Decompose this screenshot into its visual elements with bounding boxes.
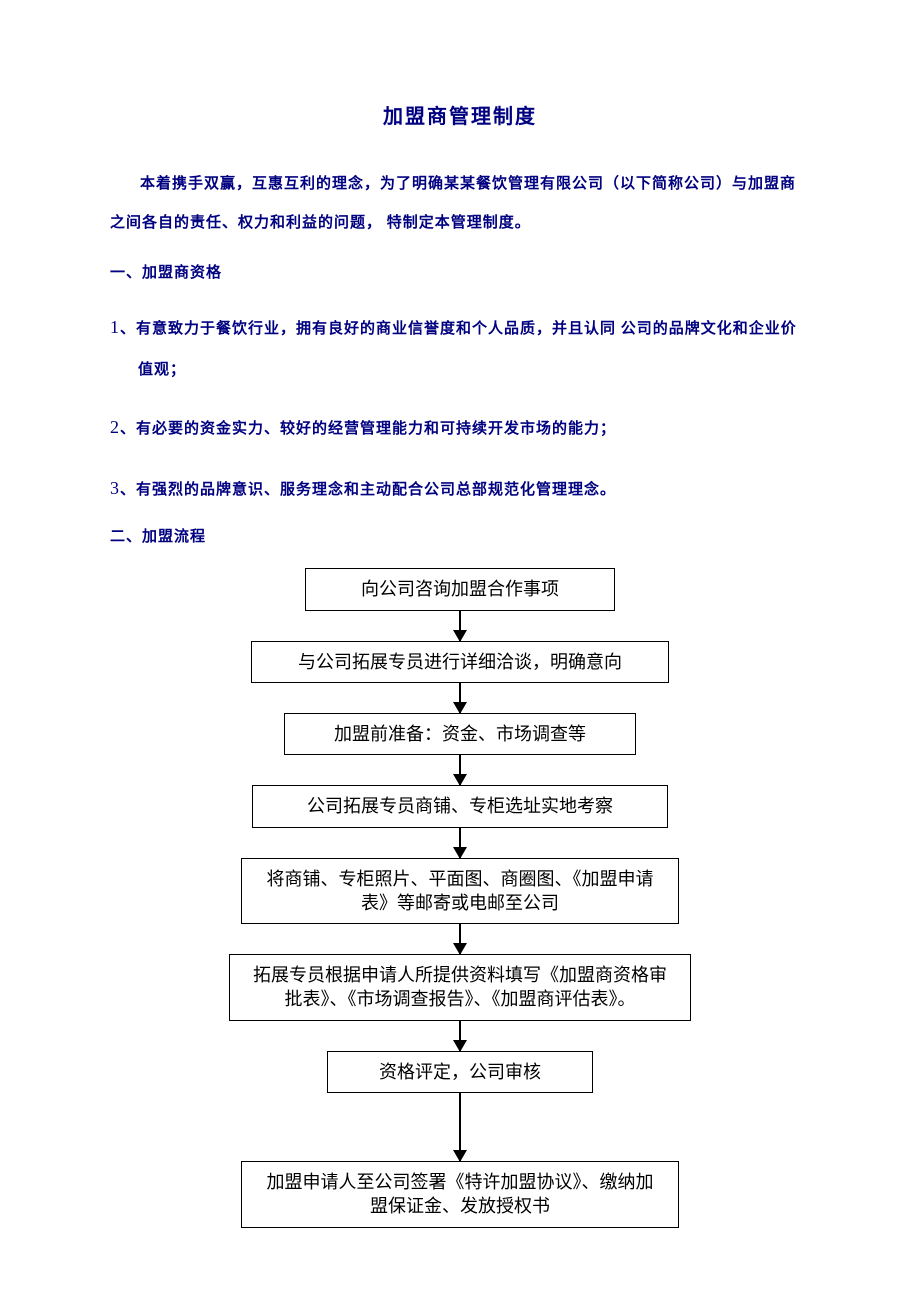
list-text-1: 、有意致力于餐饮行业，拥有良好的商业信誉度和个人品质，并且认同 公司的品牌文化和… <box>120 321 797 378</box>
list-num-1: 1 <box>110 317 120 337</box>
list-text-2: 、有必要的资金实力、较好的经营管理能力和可持续开发市场的能力； <box>120 421 616 437</box>
section-1-heading: 一、加盟商资格 <box>110 261 810 282</box>
flow-arrow-1-2 <box>459 611 461 641</box>
flow-node-8: 加盟申请人至公司签署《特许加盟协议》、缴纳加盟保证金、发放授权书 <box>241 1161 679 1228</box>
list-text-3: 、有强烈的品牌意识、服务理念和主动配合公司总部规范化管理理念。 <box>120 482 616 498</box>
document-title: 加盟商管理制度 <box>110 100 810 129</box>
flow-node-2: 与公司拓展专员进行详细洽谈，明确意向 <box>251 641 669 683</box>
list-num-2: 2 <box>110 417 120 437</box>
flow-node-3: 加盟前准备：资金、市场调查等 <box>284 713 636 755</box>
list-num-3: 3 <box>110 478 120 498</box>
flow-node-5: 将商铺、专柜照片、平面图、商圈图、《加盟申请表》等邮寄或电邮至公司 <box>241 858 679 925</box>
list-item-3: 3、有强烈的品牌意识、服务理念和主动配合公司总部规范化管理理念。 <box>110 465 810 512</box>
flow-arrow-7-8 <box>459 1093 461 1161</box>
flow-node-4: 公司拓展专员商铺、专柜选址实地考察 <box>252 785 668 827</box>
flowchart-container: 向公司咨询加盟合作事项与公司拓展专员进行详细洽谈，明确意向加盟前准备：资金、市场… <box>110 568 810 1227</box>
flow-node-7: 资格评定，公司审核 <box>327 1051 593 1093</box>
flow-arrow-4-5 <box>459 828 461 858</box>
flow-arrow-2-3 <box>459 683 461 713</box>
flow-arrow-6-7 <box>459 1021 461 1051</box>
list-item-2: 2、有必要的资金实力、较好的经营管理能力和可持续开发市场的能力； <box>110 404 810 451</box>
flow-node-1: 向公司咨询加盟合作事项 <box>305 568 615 610</box>
intro-paragraph: 本着携手双赢，互惠互利的理念，为了明确某某餐饮管理有限公司（以下简称公司）与加盟… <box>110 165 810 243</box>
flow-arrow-3-4 <box>459 755 461 785</box>
flow-node-6: 拓展专员根据申请人所提供资料填写《加盟商资格审批表》、《市场调查报告》、《加盟商… <box>229 954 691 1021</box>
section-2-heading: 二、加盟流程 <box>110 525 810 546</box>
list-item-1: 1、有意致力于餐饮行业，拥有良好的商业信誉度和个人品质，并且认同 公司的品牌文化… <box>110 304 810 390</box>
flow-arrow-5-6 <box>459 924 461 954</box>
